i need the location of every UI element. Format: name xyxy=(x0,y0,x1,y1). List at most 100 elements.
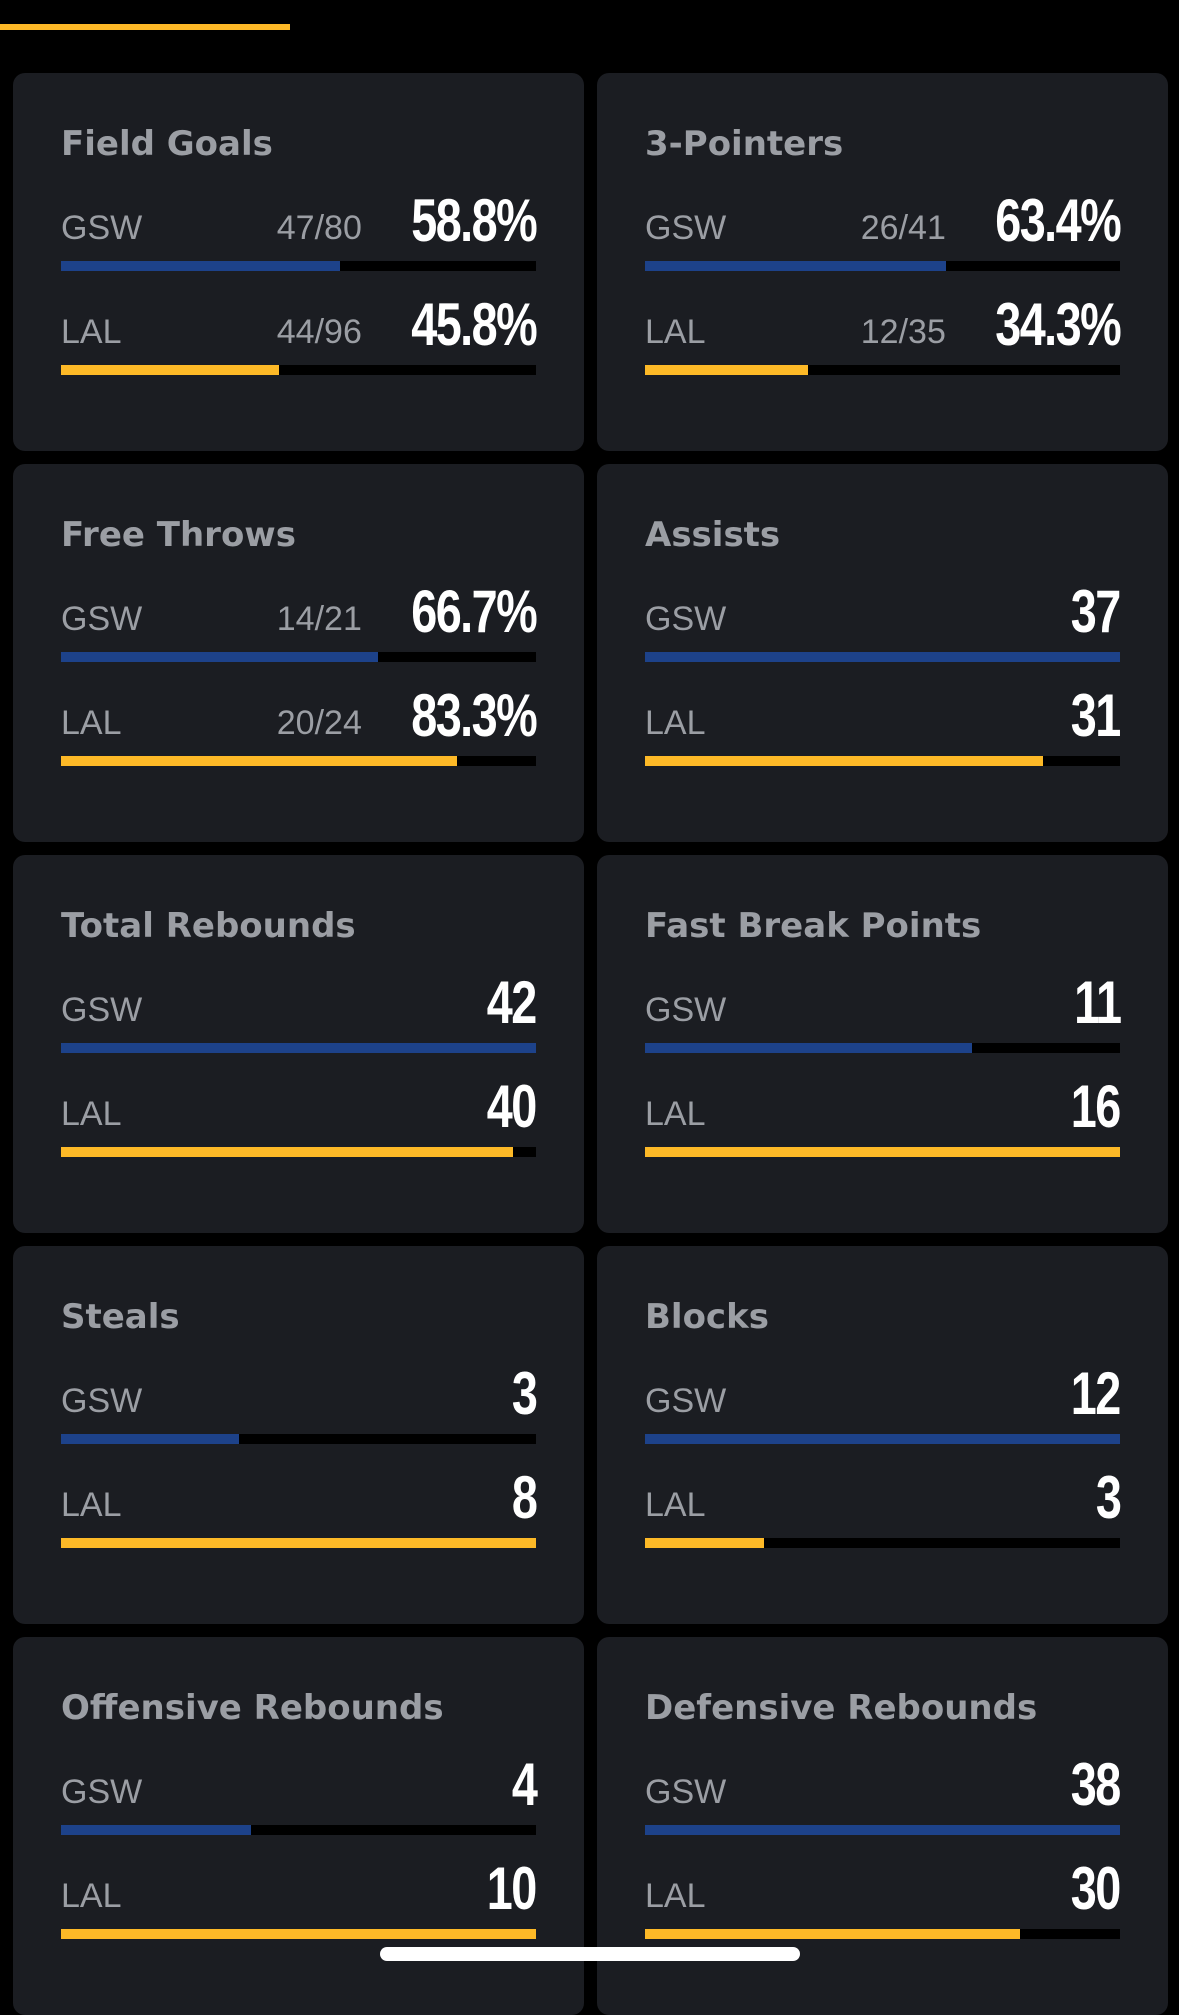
stat-title: Total Rebounds xyxy=(61,906,356,946)
stat-card-blocks: Blocks GSW 12 LAL 3 xyxy=(597,1246,1168,1624)
stat-bar-track xyxy=(61,365,536,375)
stat-row-gsw: GSW 3 xyxy=(61,1354,538,1458)
stat-bar-fill xyxy=(61,261,341,271)
stat-row-gsw: GSW 38 xyxy=(645,1745,1122,1849)
stat-value: 3 xyxy=(1095,1464,1122,1531)
stat-value: 10 xyxy=(487,1855,537,1922)
stat-bar-fill xyxy=(645,652,1120,662)
stat-row-gsw: GSW 11 xyxy=(645,963,1122,1067)
stat-value: 4 xyxy=(511,1751,538,1818)
stat-card-steals: Steals GSW 3 LAL 8 xyxy=(13,1246,584,1624)
stat-bar-fill xyxy=(61,1538,536,1548)
stat-bar-track xyxy=(645,1434,1120,1444)
stat-row-gsw: GSW 47/80 58.8% xyxy=(61,181,538,285)
stat-row-gsw: GSW 37 xyxy=(645,572,1122,676)
stat-row-lal: LAL 10 xyxy=(61,1849,538,1969)
made-attempted: 47/80 xyxy=(276,209,362,247)
team-abbr: GSW xyxy=(61,1773,143,1811)
stat-title: Steals xyxy=(61,1297,180,1337)
stat-bar-track xyxy=(645,1043,1120,1053)
stat-row-gsw: GSW 42 xyxy=(61,963,538,1067)
stat-value: 42 xyxy=(487,969,537,1036)
stat-bar-track xyxy=(645,652,1120,662)
stat-card-3-pointers: 3-Pointers GSW 26/41 63.4% LAL 12/35 34.3% xyxy=(597,73,1168,451)
stat-title: Assists xyxy=(645,515,781,555)
stat-value: 40 xyxy=(487,1073,537,1140)
stat-bar-fill xyxy=(61,1929,536,1939)
stat-bar-track xyxy=(645,1929,1120,1939)
team-abbr: LAL xyxy=(61,704,122,742)
stat-row-gsw: GSW 14/21 66.7% xyxy=(61,572,538,676)
stat-title: 3-Pointers xyxy=(645,124,844,164)
stat-row-lal: LAL 44/96 45.8% xyxy=(61,285,538,405)
stat-value: 11 xyxy=(1073,969,1122,1036)
team-abbr: GSW xyxy=(645,600,727,638)
team-abbr: GSW xyxy=(61,209,143,247)
stat-bar-track xyxy=(61,1434,536,1444)
stat-row-lal: LAL 3 xyxy=(645,1458,1122,1578)
stat-row-lal: LAL 12/35 34.3% xyxy=(645,285,1122,405)
stat-bar-fill xyxy=(645,1825,1120,1835)
stat-card-assists: Assists GSW 37 LAL 31 xyxy=(597,464,1168,842)
team-abbr: GSW xyxy=(61,1382,143,1420)
stat-value: 12 xyxy=(1071,1360,1121,1427)
stat-title: Defensive Rebounds xyxy=(645,1688,1038,1728)
stat-value: 30 xyxy=(1071,1855,1121,1922)
stat-bar-fill xyxy=(645,1929,1020,1939)
stat-bar-track xyxy=(61,261,536,271)
stat-bar-fill xyxy=(61,1825,251,1835)
stat-value: 8 xyxy=(511,1464,538,1531)
stat-title: Free Throws xyxy=(61,515,296,555)
stat-title: Offensive Rebounds xyxy=(61,1688,444,1728)
made-attempted: 44/96 xyxy=(276,313,362,351)
stat-card-offensive-rebounds: Offensive Rebounds GSW 4 LAL 10 xyxy=(13,1637,584,2015)
stat-bar-track xyxy=(645,365,1120,375)
stat-title: Field Goals xyxy=(61,124,273,164)
stat-value: 63.4% xyxy=(995,187,1121,254)
stat-value: 38 xyxy=(1071,1751,1121,1818)
team-abbr: LAL xyxy=(645,313,706,351)
stat-bar-track xyxy=(645,261,1120,271)
team-abbr: GSW xyxy=(61,991,143,1029)
stat-row-gsw: GSW 12 xyxy=(645,1354,1122,1458)
made-attempted: 12/35 xyxy=(860,313,946,351)
stat-bar-track xyxy=(61,1043,536,1053)
stat-row-lal: LAL 31 xyxy=(645,676,1122,796)
stat-bar-track xyxy=(61,652,536,662)
team-abbr: LAL xyxy=(645,1486,706,1524)
stat-row-gsw: GSW 26/41 63.4% xyxy=(645,181,1122,285)
stat-bar-fill xyxy=(61,1043,536,1053)
team-abbr: GSW xyxy=(61,600,143,638)
stat-value: 34.3% xyxy=(995,291,1121,358)
stat-row-lal: LAL 30 xyxy=(645,1849,1122,1969)
active-tab-indicator xyxy=(0,24,290,30)
stat-bar-fill xyxy=(645,365,808,375)
stat-value: 83.3% xyxy=(411,682,537,749)
stat-bar-fill xyxy=(61,756,457,766)
stat-bar-track xyxy=(645,1825,1120,1835)
stat-card-field-goals: Field Goals GSW 47/80 58.8% LAL 44/96 45.8% xyxy=(13,73,584,451)
stat-value: 66.7% xyxy=(411,578,537,645)
stat-value: 3 xyxy=(511,1360,538,1427)
team-abbr: LAL xyxy=(61,313,122,351)
stat-card-fast-break-points: Fast Break Points GSW 11 LAL 16 xyxy=(597,855,1168,1233)
team-abbr: LAL xyxy=(61,1486,122,1524)
home-indicator[interactable] xyxy=(380,1947,800,1961)
team-abbr: GSW xyxy=(645,1382,727,1420)
stat-bar-track xyxy=(61,1929,536,1939)
stat-bar-fill xyxy=(61,365,279,375)
stat-title: Fast Break Points xyxy=(645,906,982,946)
stat-value: 58.8% xyxy=(411,187,537,254)
stat-title: Blocks xyxy=(645,1297,769,1337)
made-attempted: 26/41 xyxy=(860,209,946,247)
team-abbr: GSW xyxy=(645,1773,727,1811)
stat-bar-track xyxy=(645,1147,1120,1157)
stat-bar-track xyxy=(61,756,536,766)
stat-value: 31 xyxy=(1071,682,1121,749)
team-abbr: LAL xyxy=(645,1095,706,1133)
stat-row-lal: LAL 16 xyxy=(645,1067,1122,1187)
stat-row-lal: LAL 20/24 83.3% xyxy=(61,676,538,796)
stat-row-gsw: GSW 4 xyxy=(61,1745,538,1849)
stat-card-total-rebounds: Total Rebounds GSW 42 LAL 40 xyxy=(13,855,584,1233)
stat-bar-fill xyxy=(645,1538,764,1548)
